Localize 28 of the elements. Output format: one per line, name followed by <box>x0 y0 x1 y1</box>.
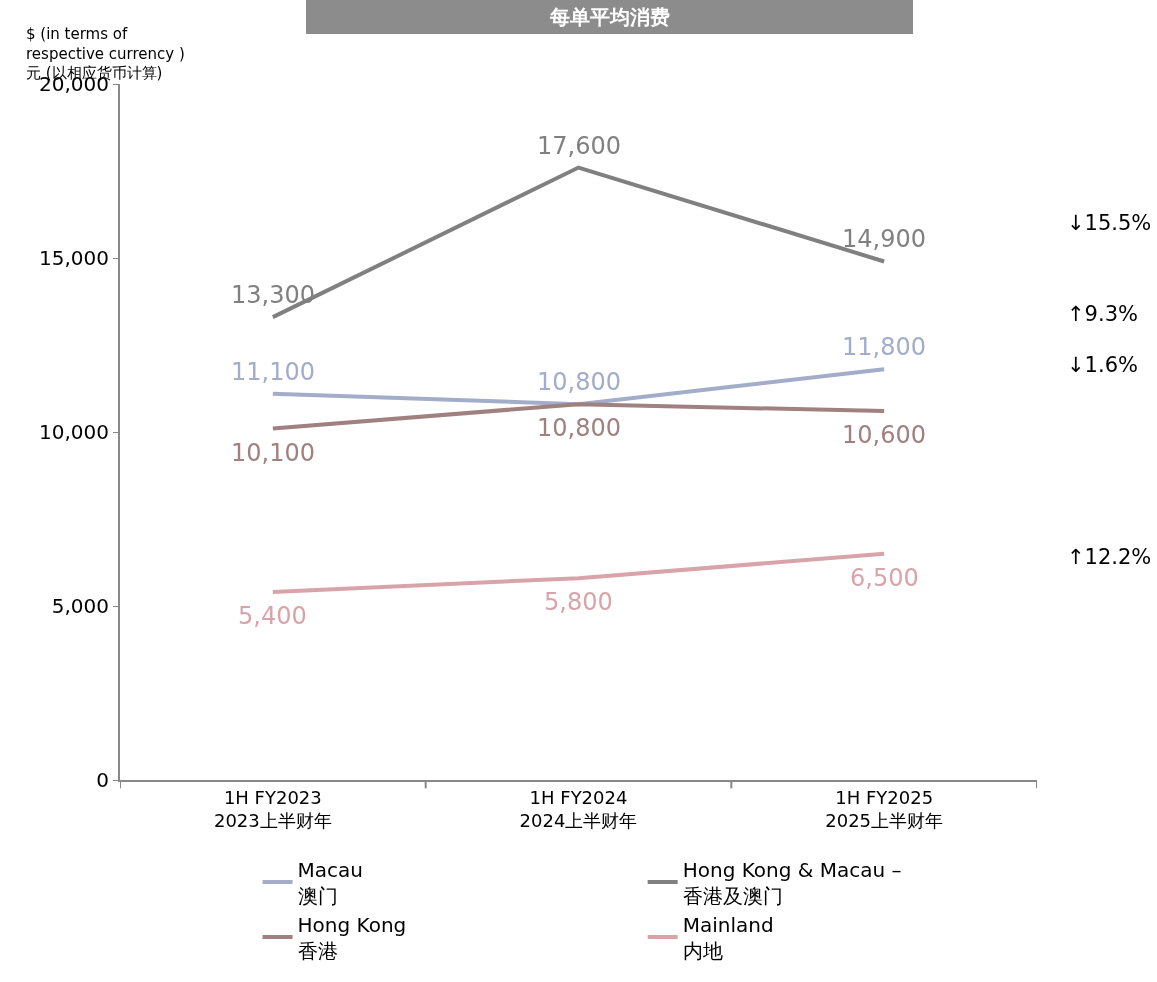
text: ↓15.5% <box>1067 211 1152 235</box>
data-label: 11,800 <box>842 333 926 361</box>
legend-label: Mainland 内地 <box>682 912 774 963</box>
legend-label: Macau 澳门 <box>297 857 363 908</box>
text: ↑9.3% <box>1067 302 1138 326</box>
legend-label: Hong Kong 香港 <box>297 912 407 963</box>
y-tick-label: 0 <box>96 768 109 792</box>
data-label: 11,100 <box>231 358 315 386</box>
data-label: 5,400 <box>238 602 307 630</box>
data-label: 13,300 <box>231 281 315 309</box>
text: ↑12.2% <box>1067 545 1152 569</box>
legend-label: Hong Kong & Macau – 香港及澳门 <box>682 857 902 908</box>
y-tick-label: 5,000 <box>51 594 109 618</box>
data-label: 10,800 <box>537 368 621 396</box>
data-label: 17,600 <box>537 132 621 160</box>
x-tick-label: 1H FY2023 2023上半财年 <box>213 786 332 831</box>
text: ↓1.6% <box>1067 353 1138 377</box>
chart-title: 每单平均消费 <box>306 0 913 34</box>
y-tick-label: 15,000 <box>39 246 109 270</box>
x-tick-label: 1H FY2025 2025上半财年 <box>825 786 944 831</box>
data-label: 6,500 <box>850 564 919 592</box>
data-label: 10,800 <box>537 414 621 442</box>
data-label: 5,800 <box>544 588 613 616</box>
data-label: 14,900 <box>842 225 926 253</box>
data-label: 10,600 <box>842 421 926 449</box>
y-tick-label: 10,000 <box>39 420 109 444</box>
data-label: 10,100 <box>231 439 315 467</box>
x-tick-label: 1H FY2024 2024上半财年 <box>519 786 638 831</box>
